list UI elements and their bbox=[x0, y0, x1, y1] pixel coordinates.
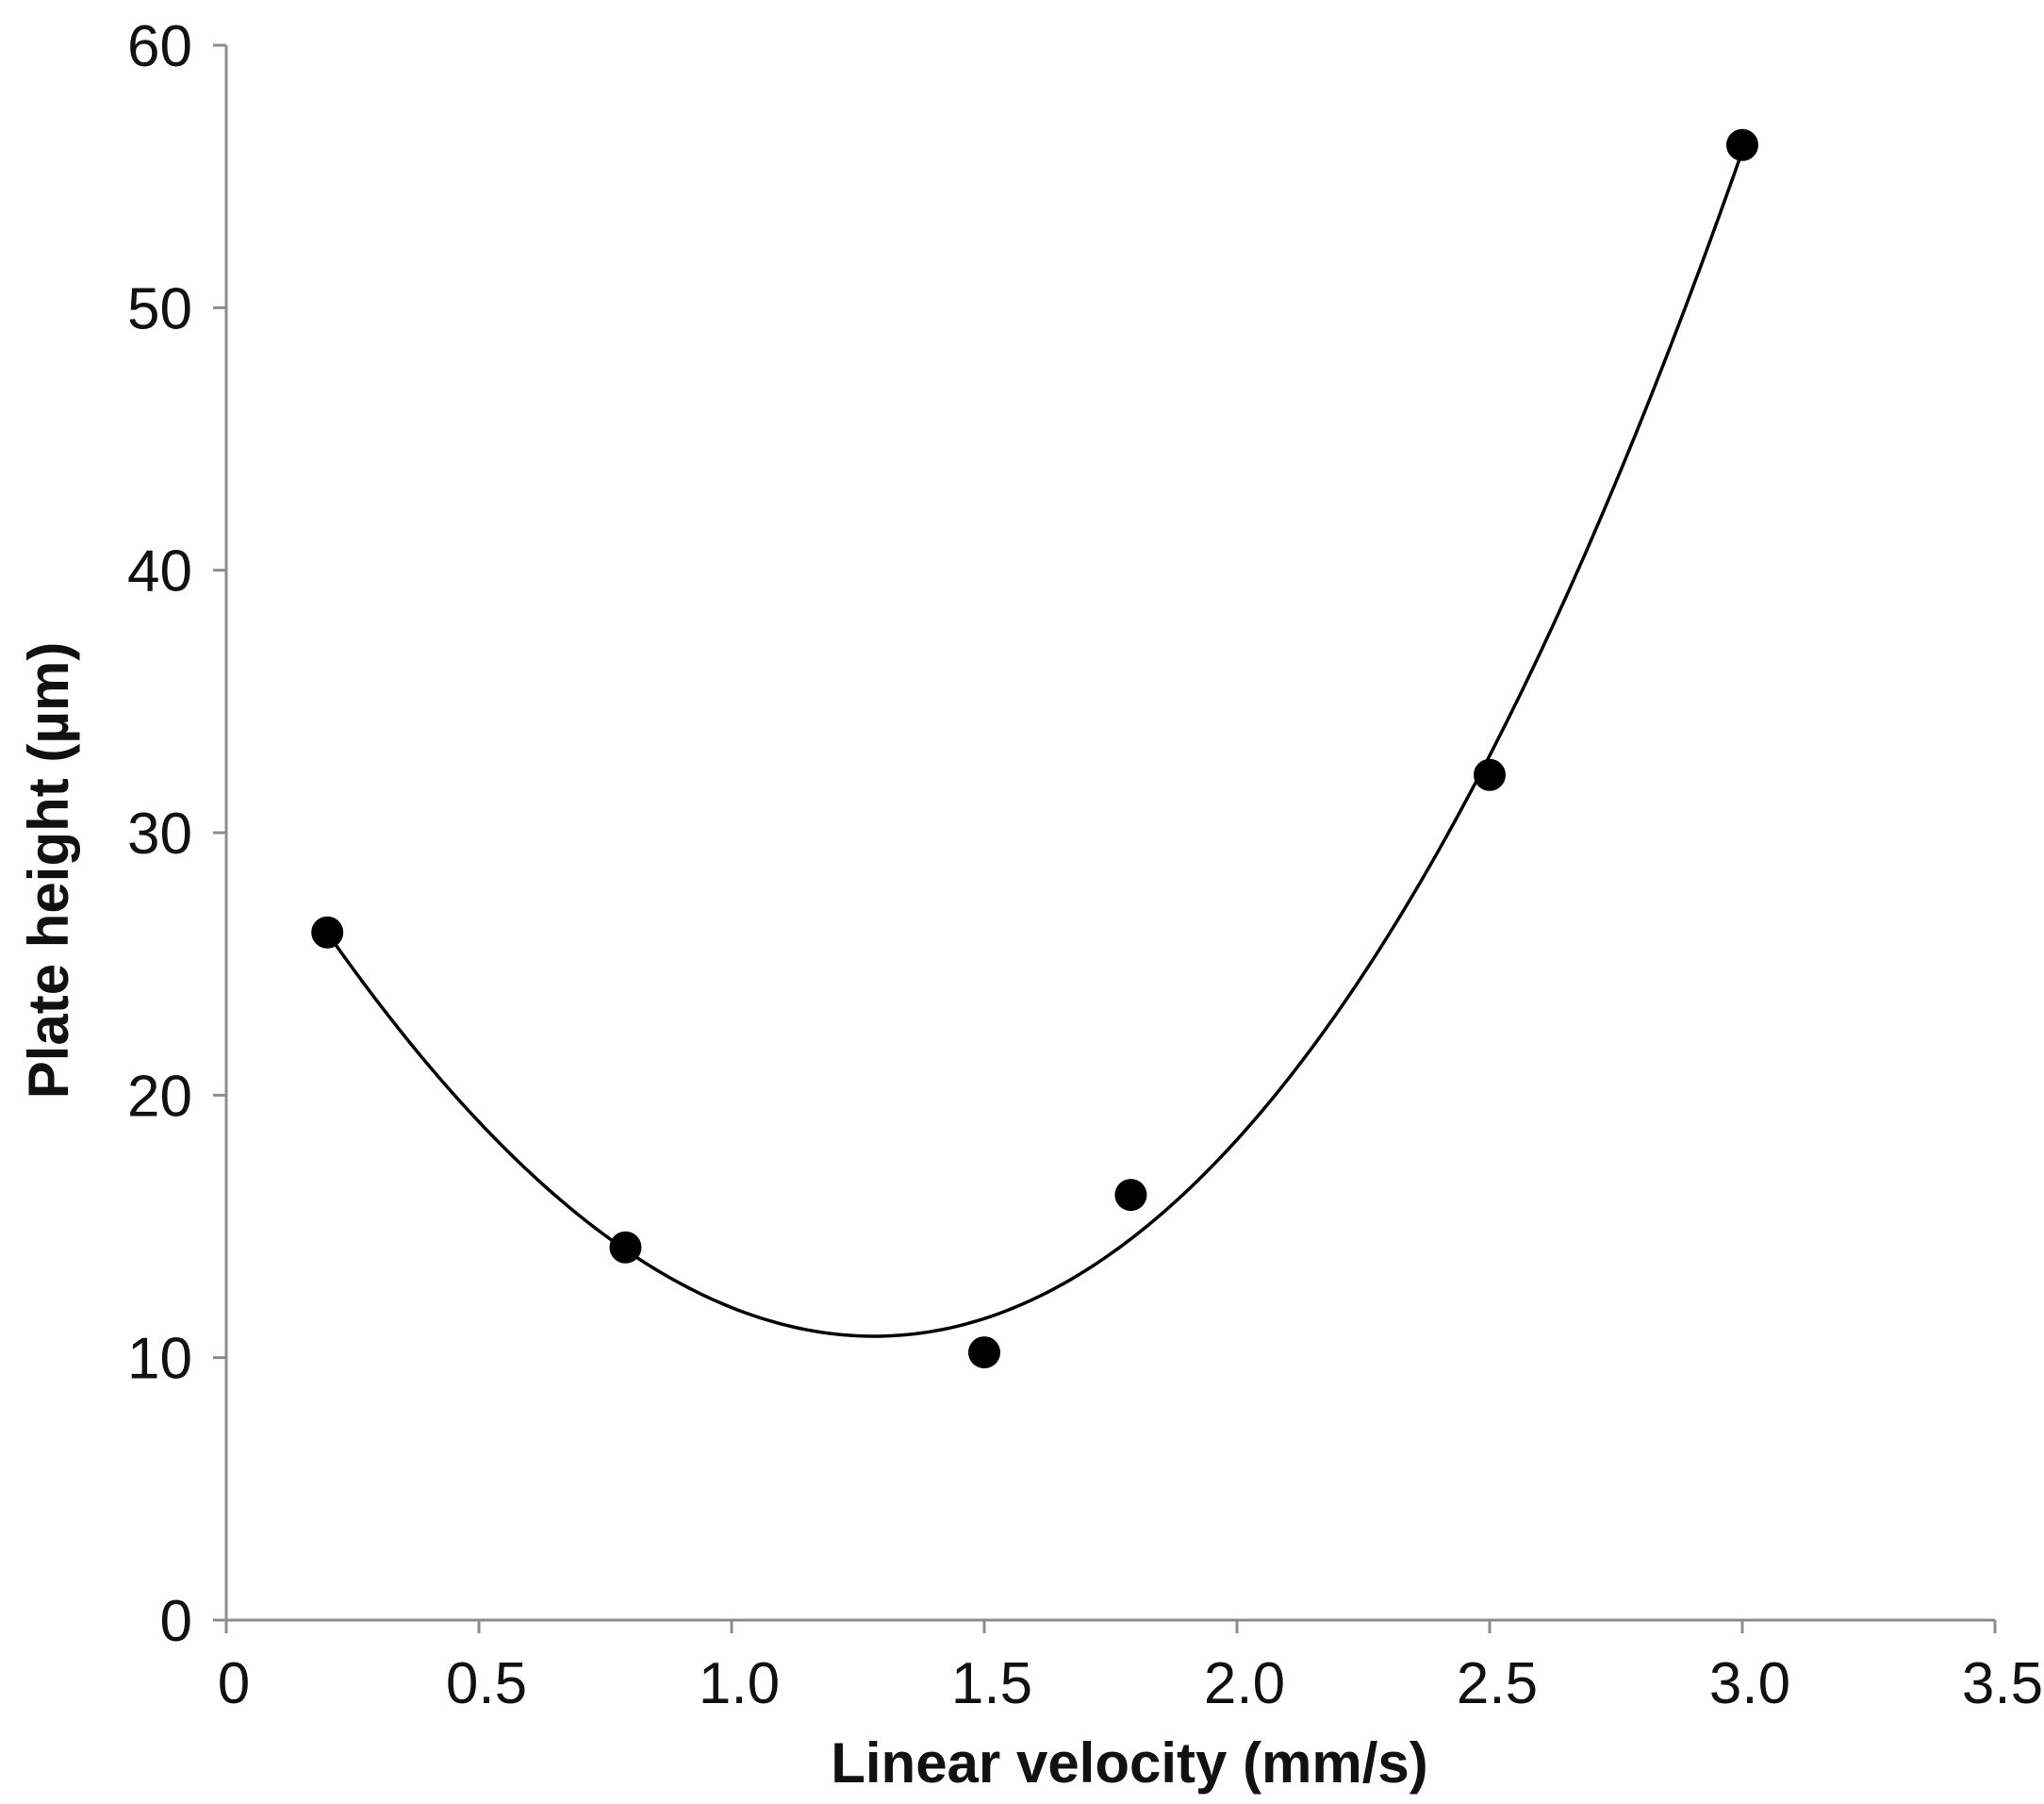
y-tick-label: 20 bbox=[127, 1064, 192, 1129]
x-tick-label: 1.0 bbox=[699, 1651, 780, 1716]
y-tick-label: 60 bbox=[127, 14, 192, 79]
data-point bbox=[1474, 758, 1506, 791]
data-point bbox=[1726, 128, 1758, 161]
y-axis-title: Plate height (µm) bbox=[17, 642, 80, 1100]
data-point bbox=[1114, 1179, 1147, 1212]
trendline-layer bbox=[325, 150, 1744, 1338]
data-point bbox=[609, 1231, 642, 1264]
x-tick-label: 2.0 bbox=[1204, 1651, 1285, 1716]
y-tick-label: 40 bbox=[127, 539, 192, 604]
x-tick-label: 3.5 bbox=[1962, 1651, 2043, 1716]
x-axis-title: Linear velocity (mm/s) bbox=[831, 1731, 1428, 1795]
x-tick-label: 0.5 bbox=[446, 1651, 527, 1716]
x-tick-label: 2.5 bbox=[1457, 1651, 1538, 1716]
y-tick-label: 0 bbox=[160, 1589, 192, 1654]
x-tick-label: 3.0 bbox=[1709, 1651, 1790, 1716]
data-point bbox=[311, 916, 344, 949]
trendline bbox=[325, 150, 1744, 1338]
data-point bbox=[968, 1336, 1000, 1369]
data-points bbox=[311, 128, 1758, 1369]
x-tick-label: 1.5 bbox=[951, 1651, 1032, 1716]
ticks: 0 10 20 30 40 50 60 0 0.5 1.0 1.5 2.0 2.5 3.0 3.5 bbox=[127, 14, 2043, 1716]
y-tick-label: 30 bbox=[127, 802, 192, 867]
y-tick-label: 50 bbox=[127, 276, 192, 341]
y-tick-label: 10 bbox=[127, 1327, 192, 1392]
x-tick-label: 0 bbox=[218, 1651, 250, 1716]
axes bbox=[224, 45, 1995, 1622]
